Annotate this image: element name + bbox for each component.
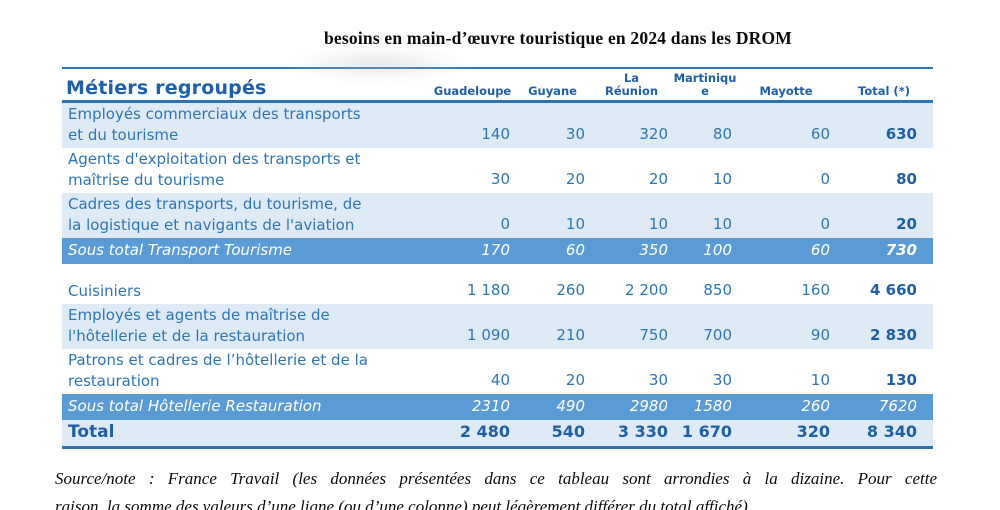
tourism-needs-table: Métiers regroupés Guadeloupe Guyane La R… <box>62 67 933 449</box>
row-label: Agents d'exploitation des transports et … <box>62 148 430 193</box>
value-cell: 0 <box>430 193 515 238</box>
value-cell: 320 <box>737 420 835 448</box>
table-row: Employés et agents de maîtrise de l'hôte… <box>62 304 933 349</box>
value-cell: 1 670 <box>673 420 737 448</box>
row-label: Employés commerciaux des transports et d… <box>62 101 430 148</box>
value-cell: 20 <box>835 193 933 238</box>
source-note: Source/note : France Travail (les donnée… <box>55 465 937 510</box>
value-cell: 10 <box>590 193 673 238</box>
row-label: Patrons et cadres de l’hôtellerie et de … <box>62 349 430 394</box>
row-label: Cadres des transports, du tourisme, de l… <box>62 193 430 238</box>
value-cell: 2 830 <box>835 304 933 349</box>
value-cell: 80 <box>673 101 737 148</box>
value-cell: 60 <box>737 101 835 148</box>
value-cell: 130 <box>835 349 933 394</box>
row-label: Cuisiniers <box>62 279 430 304</box>
value-cell: 2 480 <box>430 420 515 448</box>
value-cell: 60 <box>737 238 835 264</box>
value-cell: 4 660 <box>835 279 933 304</box>
value-cell: 850 <box>673 279 737 304</box>
value-cell: 30 <box>590 349 673 394</box>
value-cell: 0 <box>737 193 835 238</box>
value-cell: 2310 <box>430 394 515 420</box>
value-cell: 630 <box>835 101 933 148</box>
row-label: Employés et agents de maîtrise de l'hôte… <box>62 304 430 349</box>
value-cell: 20 <box>515 148 590 193</box>
column-header-guyane: Guyane <box>528 84 577 98</box>
value-cell: 7620 <box>835 394 933 420</box>
value-cell: 10 <box>737 349 835 394</box>
row-label: Total <box>62 420 430 448</box>
value-cell: 750 <box>590 304 673 349</box>
value-cell: 540 <box>515 420 590 448</box>
value-cell: 1580 <box>673 394 737 420</box>
value-cell: 10 <box>673 193 737 238</box>
spacer-cell <box>62 264 933 279</box>
source-note-line-2: raison, la somme des valeurs d’une ligne… <box>55 497 748 510</box>
spacer-row <box>62 264 933 279</box>
value-cell: 490 <box>515 394 590 420</box>
value-cell: 1 180 <box>430 279 515 304</box>
value-cell: 730 <box>835 238 933 264</box>
value-cell: 260 <box>737 394 835 420</box>
table-row: Employés commerciaux des transports et d… <box>62 101 933 148</box>
column-header-la-reunion: La Réunion <box>604 71 659 98</box>
table-row: Cuisiniers 1 180 260 2 200 850 160 4 660 <box>62 279 933 304</box>
value-cell: 2980 <box>590 394 673 420</box>
table-row: Sous total Transport Tourisme 170 60 350 100… <box>62 238 933 264</box>
value-cell: 10 <box>515 193 590 238</box>
value-cell: 3 330 <box>590 420 673 448</box>
value-cell: 100 <box>673 238 737 264</box>
value-cell: 60 <box>515 238 590 264</box>
value-cell: 210 <box>515 304 590 349</box>
value-cell: 260 <box>515 279 590 304</box>
table-row: Cadres des transports, du tourisme, de l… <box>62 193 933 238</box>
value-cell: 20 <box>515 349 590 394</box>
page-title: besoins en main-d’œuvre touristique en 2… <box>323 28 793 48</box>
table-row: Sous total Hôtellerie Restauration 2310 49… <box>62 394 933 420</box>
value-cell: 160 <box>737 279 835 304</box>
table-header-row: Métiers regroupés Guadeloupe Guyane La R… <box>62 68 933 102</box>
column-header-martinique: Martiniqu e <box>673 71 737 98</box>
value-cell: 350 <box>590 238 673 264</box>
value-cell: 170 <box>430 238 515 264</box>
value-cell: 40 <box>430 349 515 394</box>
value-cell: 30 <box>673 349 737 394</box>
value-cell: 8 340 <box>835 420 933 448</box>
value-cell: 320 <box>590 101 673 148</box>
value-cell: 10 <box>673 148 737 193</box>
column-header-mayotte: Mayotte <box>759 84 813 98</box>
value-cell: 30 <box>515 101 590 148</box>
value-cell: 30 <box>430 148 515 193</box>
column-header-guadeloupe: Guadeloupe <box>433 84 512 98</box>
value-cell: 140 <box>430 101 515 148</box>
source-note-line-1: Source/note : France Travail (les donnée… <box>55 469 937 488</box>
value-cell: 80 <box>835 148 933 193</box>
row-label: Sous total Transport Tourisme <box>62 238 430 264</box>
value-cell: 20 <box>590 148 673 193</box>
document-page: besoins en main-d’œuvre touristique en 2… <box>0 28 1000 510</box>
metier-column-header: Métiers regroupés <box>66 77 267 99</box>
column-header-total: Total (*) <box>858 84 910 98</box>
table-body: Employés commerciaux des transports et d… <box>62 101 933 448</box>
row-label: Sous total Hôtellerie Restauration <box>62 394 430 420</box>
value-cell: 700 <box>673 304 737 349</box>
value-cell: 90 <box>737 304 835 349</box>
table-row: Patrons et cadres de l’hôtellerie et de … <box>62 349 933 394</box>
value-cell: 0 <box>737 148 835 193</box>
table-row: Agents d'exploitation des transports et … <box>62 148 933 193</box>
value-cell: 1 090 <box>430 304 515 349</box>
table-row: Total 2 480 540 3 330 1 670 320 8 340 <box>62 420 933 448</box>
value-cell: 2 200 <box>590 279 673 304</box>
